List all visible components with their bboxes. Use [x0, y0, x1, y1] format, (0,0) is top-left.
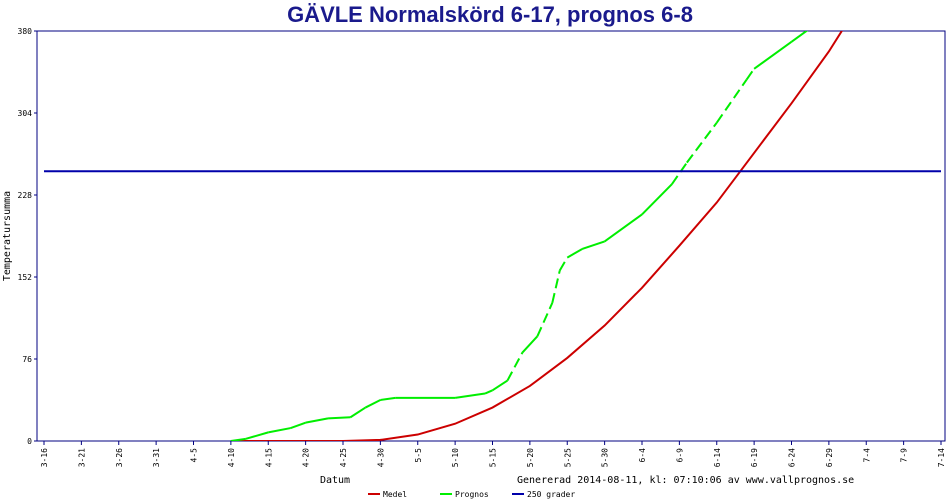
x-tick-label: 7-4 — [862, 448, 871, 463]
series-prognos-segment — [566, 248, 583, 259]
series-prognos-segment — [641, 183, 673, 216]
y-axis-label: Temperatursumma — [2, 191, 13, 281]
series-prognos-segment — [753, 40, 793, 70]
x-tick-label: 6-4 — [638, 448, 647, 463]
x-tick-label: 5-20 — [526, 448, 535, 467]
series-prognos-segment — [245, 431, 269, 440]
x-tick-label: 6-9 — [675, 448, 684, 463]
y-tick-label: 0 — [27, 437, 32, 446]
series-prognos-segment — [328, 416, 351, 420]
y-tick-label: 304 — [18, 109, 33, 118]
series-prognos-segment — [305, 417, 329, 424]
x-tick-label: 5-25 — [563, 448, 572, 467]
x-axis-label: Datum — [320, 475, 350, 486]
legend-label-250-grader: 250 grader — [527, 490, 575, 499]
series-prognos-segment — [671, 162, 688, 185]
x-tick-label: 4-20 — [302, 448, 311, 467]
series-prognos-segment — [581, 240, 605, 250]
series-prognos-segment — [536, 302, 554, 337]
y-axis: 0 76 152 228 304 380 — [18, 27, 37, 446]
x-tick-label: 5-10 — [451, 448, 460, 467]
x-tick-label: 3-26 — [115, 448, 124, 467]
x-tick-label: 4-15 — [264, 448, 273, 467]
series-prognos-segment — [364, 399, 381, 409]
series-medel-line — [230, 31, 843, 441]
x-tick-label: 3-31 — [152, 448, 161, 467]
x-tick-label: 3-21 — [77, 448, 86, 467]
x-tick-label: 4-10 — [227, 448, 236, 467]
series-prognos-segment — [829, 4, 844, 15]
y-tick-label: 76 — [22, 355, 32, 364]
series-prognos-segment — [745, 68, 755, 81]
series-prognos-segment — [349, 406, 366, 419]
x-tick-label: 6-19 — [750, 448, 759, 467]
series-prognos-segment — [230, 437, 246, 441]
legend: Medel Prognos 250 grader — [368, 490, 575, 499]
plot-area-frame — [36, 30, 946, 442]
series-prognos-segment — [380, 396, 396, 401]
x-tick-label: 6-14 — [713, 448, 722, 467]
series-prognos-segment — [491, 379, 508, 392]
x-tick-label: 4-25 — [339, 448, 348, 467]
series-prognos-segment — [290, 421, 306, 429]
x-tick-label: 5-30 — [601, 448, 610, 467]
x-tick-label: 7-9 — [900, 448, 909, 463]
series-prognos-segment — [484, 389, 493, 395]
y-tick-label: 152 — [18, 273, 33, 282]
chart-title: GÄVLE Normalskörd 6-17, prognos 6-8 — [287, 2, 693, 27]
y-tick-label: 228 — [18, 191, 33, 200]
x-tick-label: 6-24 — [788, 448, 797, 467]
series-prognos-segment — [521, 335, 539, 354]
series-prognos-segment — [551, 270, 561, 304]
series-group — [44, 4, 941, 441]
legend-label-medel: Medel — [383, 490, 407, 499]
x-tick-label: 3-16 — [40, 448, 49, 467]
generated-note: Genererad 2014-08-11, kl: 07:10:06 av ww… — [517, 475, 854, 486]
series-prognos-segment — [268, 427, 291, 434]
x-tick-label: 4-5 — [190, 448, 199, 463]
x-tick-label: 6-29 — [825, 448, 834, 467]
x-axis: 3-16 3-21 3-26 3-31 4-5 4-10 4-15 4-20 4-25 4-30 5… — [40, 441, 946, 467]
series-prognos-segment — [558, 257, 569, 272]
x-tick-label: 7-14 — [937, 448, 946, 467]
series-prognos-segment — [454, 392, 486, 399]
x-tick-label: 4-30 — [376, 448, 385, 467]
x-tick-label: 5-5 — [414, 448, 423, 463]
series-prognos-segment — [790, 31, 809, 43]
series-prognos-segment — [506, 352, 524, 382]
legend-label-prognos: Prognos — [455, 490, 489, 499]
series-prognos-segment — [715, 78, 748, 124]
y-tick-label: 380 — [18, 27, 33, 36]
series-prognos-segment — [604, 213, 643, 243]
x-tick-label: 5-15 — [489, 448, 498, 467]
series-prognos-segment — [686, 122, 718, 164]
